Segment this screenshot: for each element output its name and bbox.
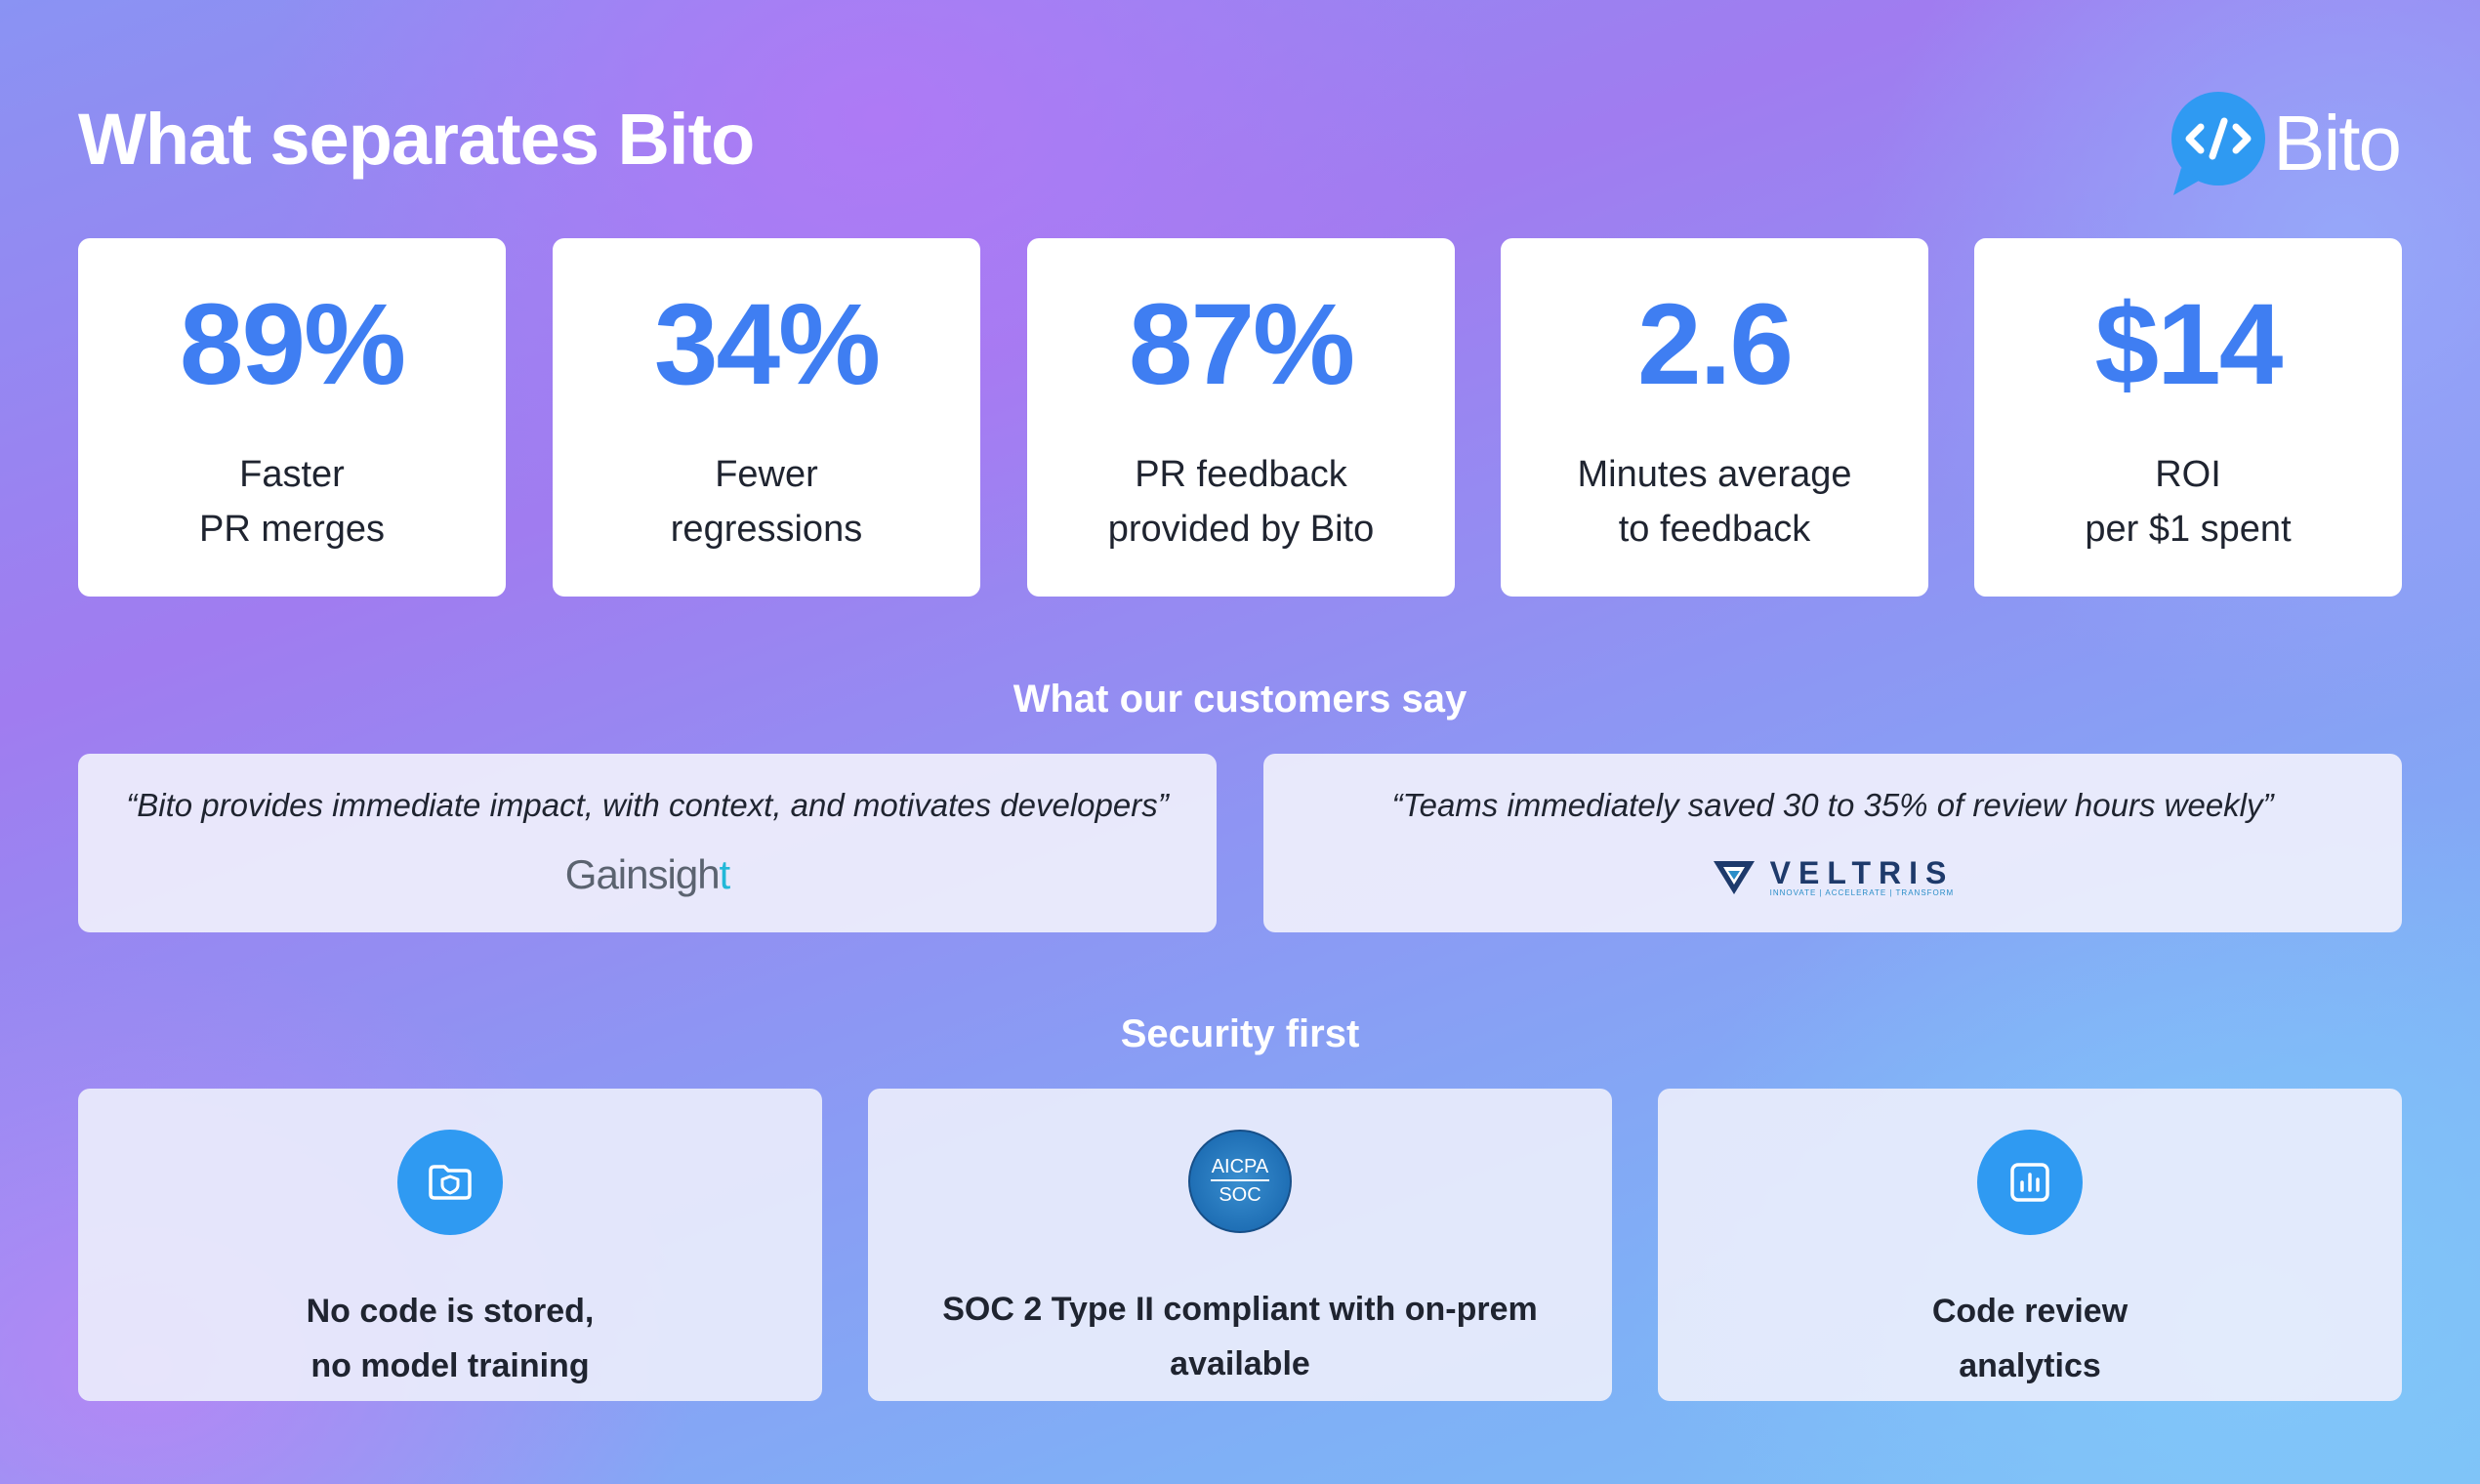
shield-folder-icon [397,1130,503,1235]
testimonials-heading: What our customers say [1013,678,1467,721]
page-title: What separates Bito [78,99,755,180]
security-label: SOC 2 Type II compliant with on-prem avai… [942,1291,1538,1382]
gainsight-logo: Gainsight [564,851,730,897]
stat-label: Fewer regressions [670,454,863,550]
stat-card-minutes-to-feedback: 2.6 Minutes average to feedback [1501,238,1928,597]
testimonial-quote: “Bito provides immediate impact, with co… [126,787,1169,823]
stat-value: $14 [2094,280,2284,409]
veltris-wordmark: VELTRIS [1769,855,1955,890]
security-label: No code is stored, no model training [306,1293,595,1384]
aicpa-soc-badge: AICPA SOC [1188,1130,1292,1233]
stat-label: PR feedback provided by Bito [1107,454,1375,550]
stat-card-fewer-regressions: 34% Fewer regressions [553,238,980,597]
stat-value: 34% [653,280,881,409]
veltris-mark-icon [1713,860,1755,894]
bar-chart-icon [1977,1130,2083,1235]
security-card-soc2: AICPA SOC SOC 2 Type II compliant with o… [868,1089,1612,1401]
security-label: Code review analytics [1931,1293,2129,1384]
testimonial-card-veltris: “Teams immediately saved 30 to 35% of re… [1263,754,2402,932]
stat-value: 2.6 [1636,280,1794,409]
bito-logo: Bito [2168,90,2402,197]
stat-card-pr-feedback: 87% PR feedback provided by Bito [1027,238,1455,597]
stat-value: 89% [179,280,406,409]
stat-card-roi: $14 ROI per $1 spent [1974,238,2402,597]
stat-label: Minutes average to feedback [1577,454,1852,550]
stat-value: 87% [1128,280,1355,409]
stat-label: ROI per $1 spent [2085,454,2292,550]
logo-wordmark: Bito [2273,100,2402,186]
testimonial-card-gainsight: “Bito provides immediate impact, with co… [78,754,1217,932]
veltris-logo: VELTRIS INNOVATE | ACCELERATE | TRANSFOR… [1712,857,1955,897]
veltris-tagline: INNOVATE | ACCELERATE | TRANSFORM [1769,888,1955,897]
security-heading: Security first [1120,1012,1360,1055]
stat-card-faster-merges: 89% Faster PR merges [78,238,506,597]
stat-label: Faster PR merges [198,454,386,550]
security-card-no-code-stored: No code is stored, no model training [78,1089,822,1401]
code-brackets-icon [2171,92,2266,195]
testimonial-quote: “Teams immediately saved 30 to 35% of re… [1391,787,2274,823]
security-card-analytics: Code review analytics [1658,1089,2402,1401]
